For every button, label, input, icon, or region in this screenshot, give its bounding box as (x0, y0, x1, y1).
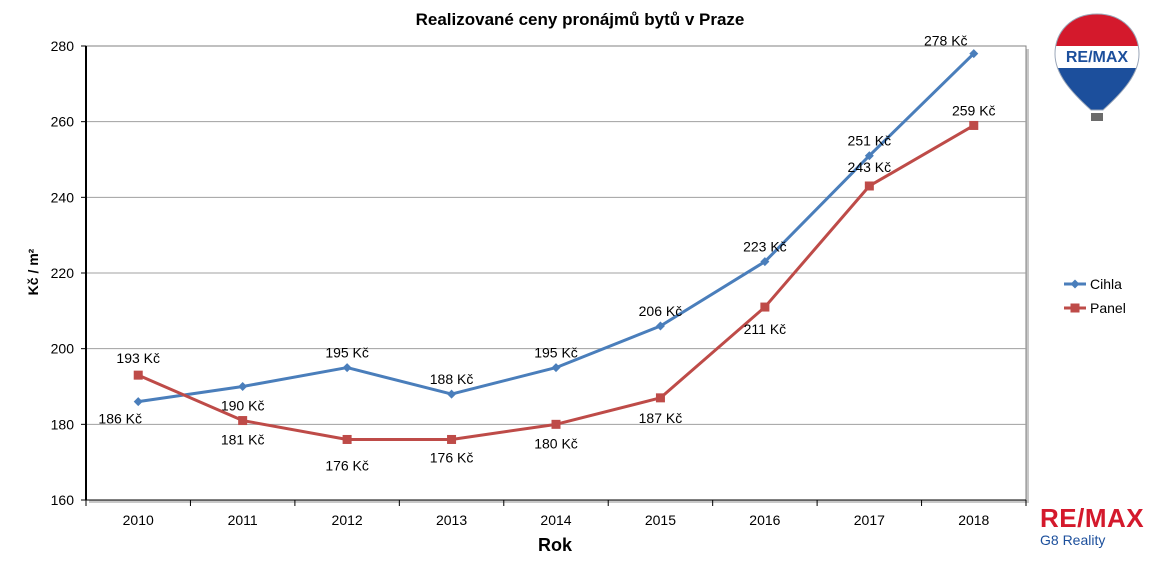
x-tick-label: 2012 (332, 512, 363, 528)
data-point-cihla (342, 363, 352, 373)
data-label-panel: 243 Kč (848, 159, 892, 175)
brand-subtitle: G8 Reality (1040, 532, 1106, 548)
data-label-panel: 181 Kč (221, 432, 265, 448)
x-tick-label: 2011 (228, 512, 258, 528)
y-tick-label: 180 (51, 416, 75, 432)
data-label-panel: 176 Kč (325, 457, 369, 473)
data-point-panel (864, 181, 874, 191)
y-tick-label: 200 (51, 341, 75, 357)
data-point-cihla (551, 363, 561, 373)
data-point-panel (969, 120, 979, 130)
x-tick-label: 2017 (854, 512, 885, 528)
x-tick-label: 2016 (749, 512, 780, 528)
data-point-cihla (655, 321, 665, 331)
remax-balloon-logo: RE/MAX (1054, 13, 1140, 121)
x-tick-label: 2014 (540, 512, 571, 528)
data-point-cihla (133, 397, 143, 407)
y-tick-label: 280 (51, 38, 75, 54)
data-point-cihla (447, 389, 457, 399)
data-label-panel: 193 Kč (116, 350, 160, 366)
y-tick-label: 260 (51, 114, 75, 130)
plot-area: 160 180 200 220 240 260 280 2010 2011 2012 2013 201… (51, 33, 1029, 528)
legend-label-cihla: Cihla (1090, 276, 1122, 292)
data-label-cihla: 195 Kč (325, 345, 369, 361)
data-point-panel (655, 393, 665, 403)
data-point-cihla (969, 49, 979, 59)
data-point-panel (342, 434, 352, 444)
x-tick-label: 2010 (123, 512, 154, 528)
data-label-panel: 180 Kč (534, 435, 578, 451)
remax-brand: RE/MAX G8 Reality (1040, 504, 1156, 548)
data-point-cihla (760, 257, 770, 267)
legend-label-panel: Panel (1090, 300, 1126, 316)
data-point-panel (447, 434, 457, 444)
data-label-panel: 211 Kč (744, 321, 787, 337)
svg-text:RE/MAX: RE/MAX (1066, 49, 1129, 66)
x-tick-label: 2018 (958, 512, 989, 528)
legend: Cihla Panel (1064, 276, 1126, 316)
data-point-panel (133, 370, 143, 380)
legend-marker-panel (1070, 303, 1080, 313)
brand-name: RE/MAX (1040, 503, 1145, 533)
data-point-cihla (864, 151, 874, 161)
data-point-panel (760, 302, 770, 312)
y-tick-label: 220 (51, 265, 75, 281)
chart-title: Realizované ceny pronájmů bytů v Praze (416, 10, 745, 29)
data-point-cihla (238, 382, 248, 391)
data-label-cihla: 188 Kč (430, 371, 474, 387)
y-tick-label: 160 (51, 492, 75, 508)
x-tick-label: 2013 (436, 512, 467, 528)
data-point-panel (551, 419, 561, 429)
data-point-panel (238, 416, 248, 426)
y-axis-title: Kč / m² (25, 248, 41, 295)
x-axis-title: Rok (538, 535, 573, 555)
data-label-cihla: 206 Kč (639, 303, 683, 319)
legend-marker-cihla (1070, 279, 1080, 289)
y-tick-label: 240 (51, 189, 75, 205)
data-label-cihla: 278 Kč (924, 33, 968, 49)
data-label-cihla: 195 Kč (534, 345, 578, 361)
data-label-cihla: 223 Kč (743, 239, 787, 255)
data-label-cihla: 190 Kč (221, 398, 265, 414)
data-label-panel: 176 Kč (430, 449, 474, 465)
x-tick-label: 2015 (645, 512, 676, 528)
data-label-cihla: 251 Kč (848, 133, 892, 149)
data-label-panel: 187 Kč (639, 410, 683, 426)
data-label-cihla: 186 Kč (98, 411, 142, 427)
data-label-panel: 259 Kč (952, 102, 996, 118)
